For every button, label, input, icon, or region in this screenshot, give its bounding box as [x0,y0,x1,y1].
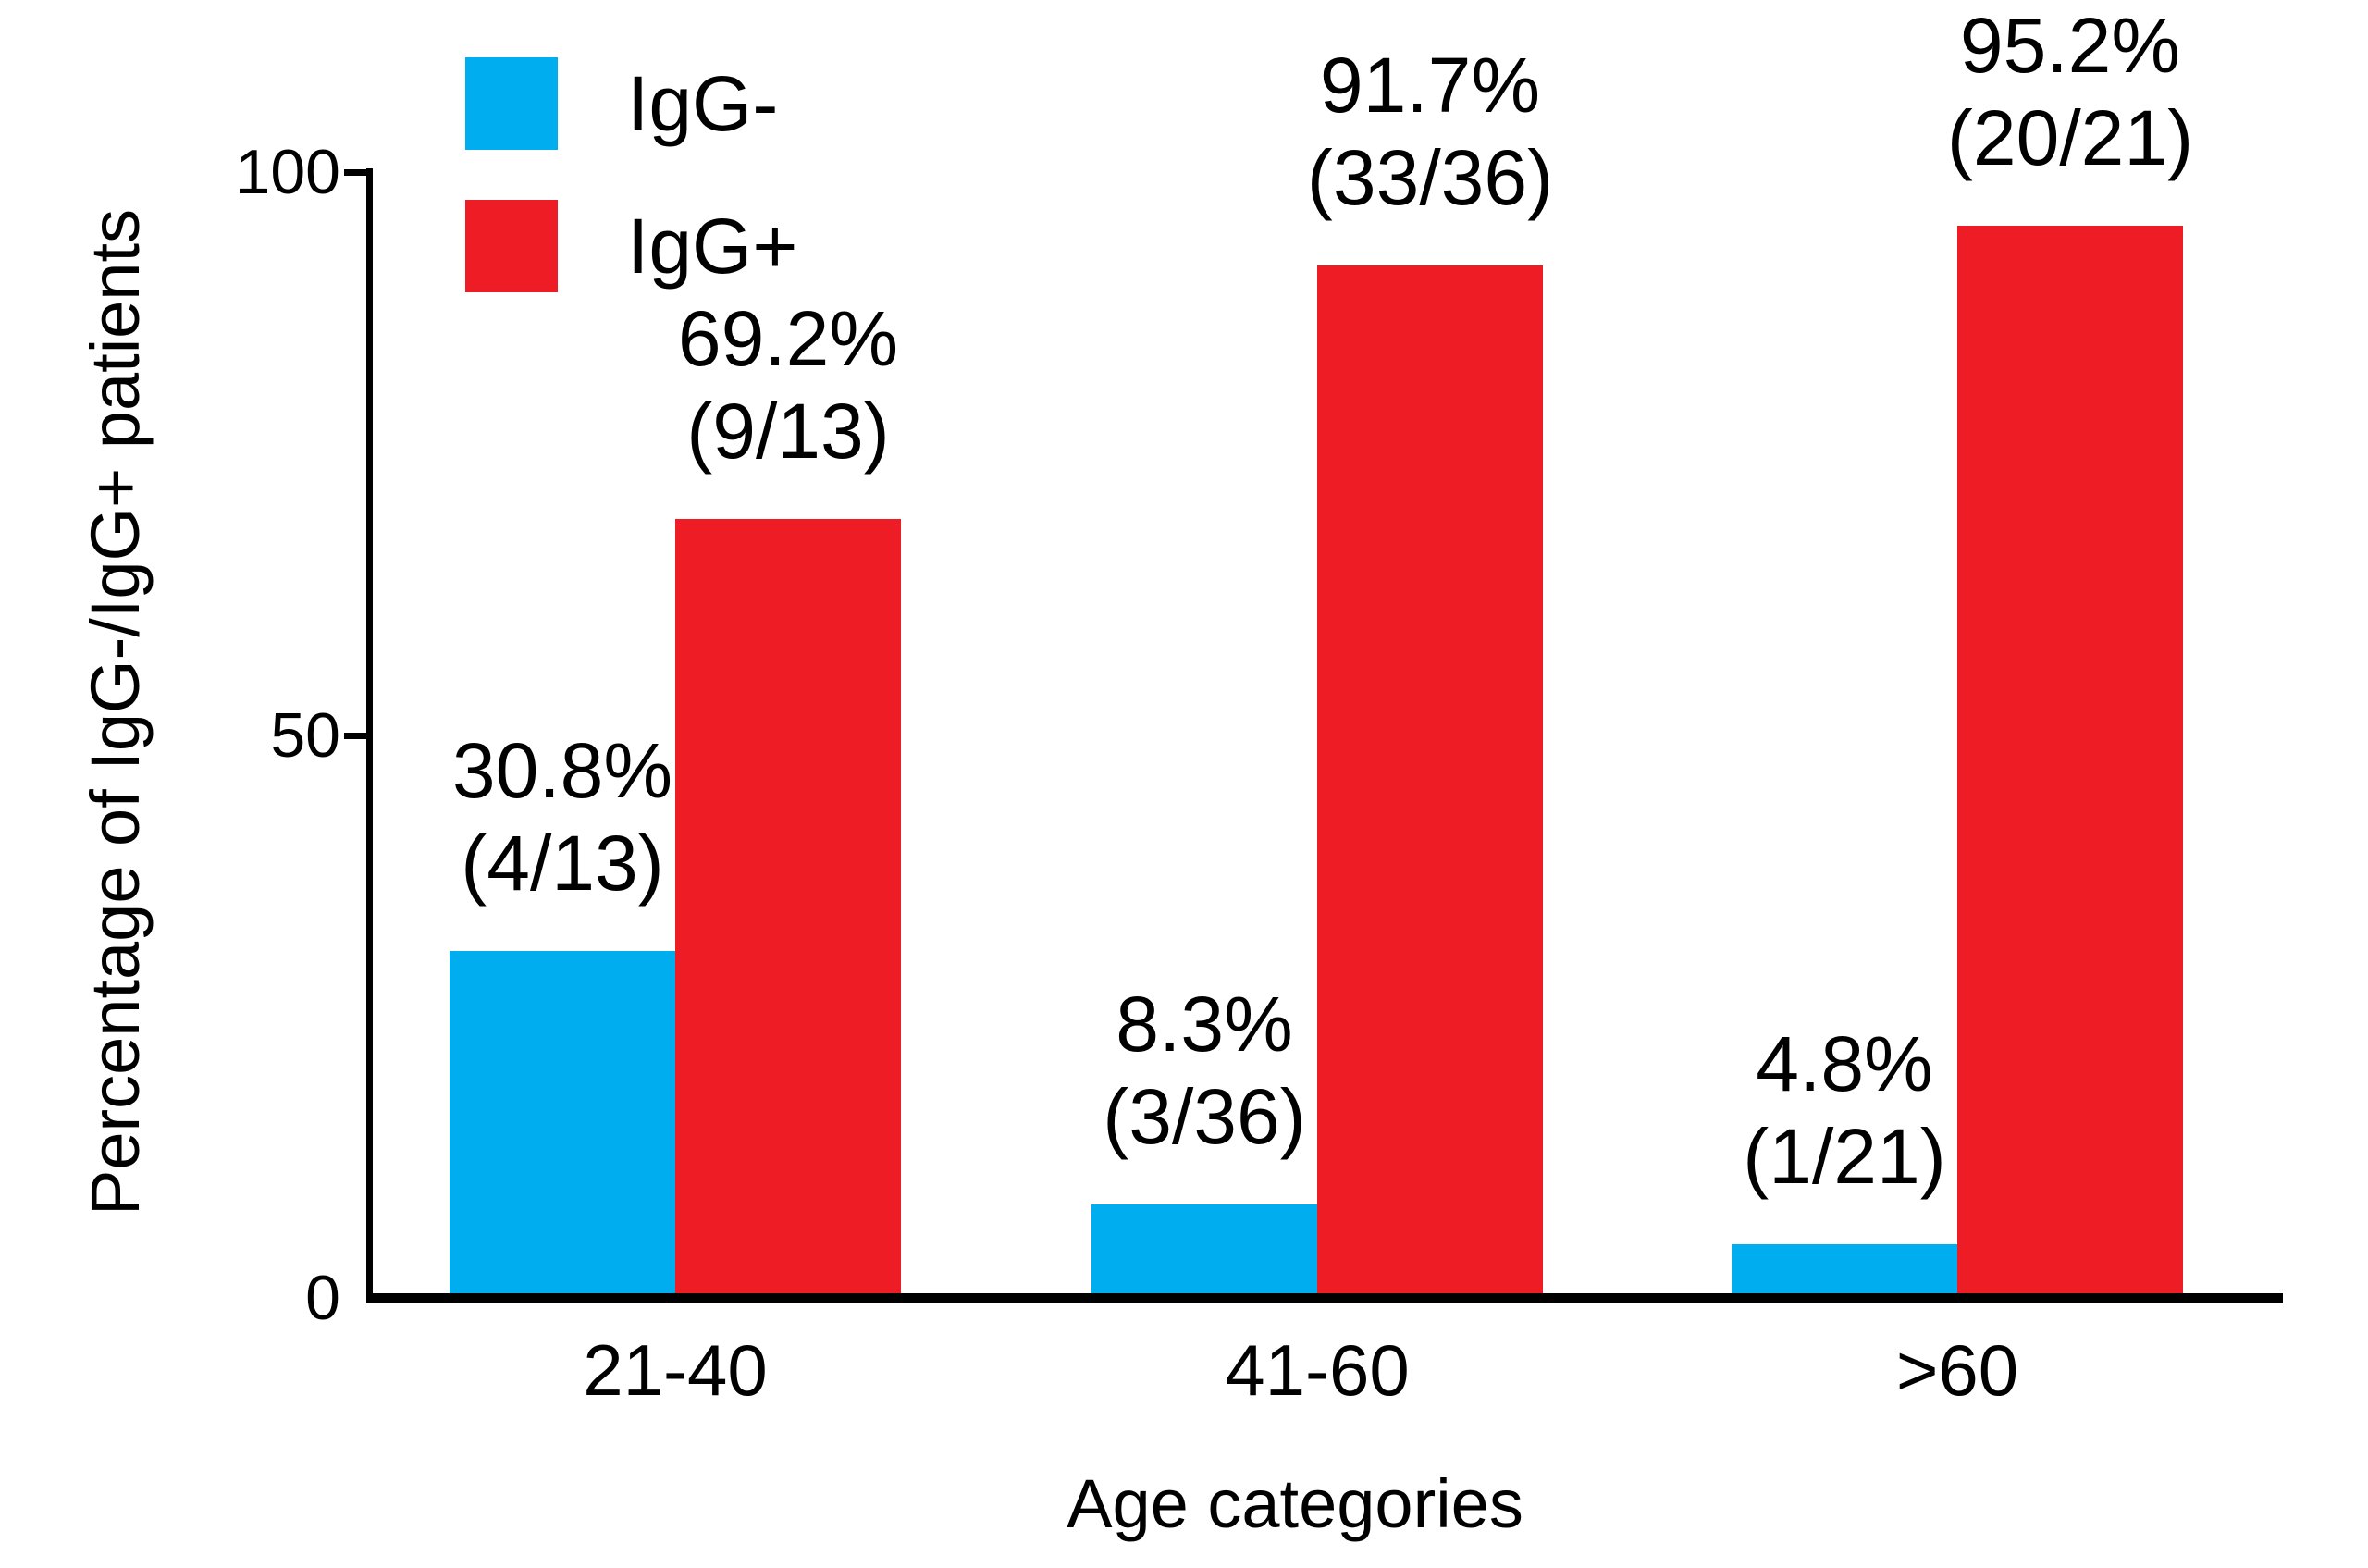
bar-igg-positive->60 [1957,226,2183,1302]
x-tick-label->60: >60 [1895,1329,2019,1411]
annotation-count-label: (1/21) [1743,1113,1946,1200]
annotation-percent-label: 95.2% [1959,2,2181,89]
y-tick-mark-100 [344,169,368,176]
y-axis-line [366,168,373,1300]
bar-igg-negative-21-40 [450,951,675,1302]
annotation-count-label: (33/36) [1306,134,1554,221]
bar-igg-positive-41-60 [1317,265,1543,1302]
y-tick-label-100: 100 [235,137,340,207]
legend-swatch-igg-positive [465,200,558,292]
x-axis-line [366,1293,2283,1303]
x-tick-label-41-60: 41-60 [1225,1329,1410,1411]
legend-label-igg-positive: IgG+ [627,203,798,290]
annotation-igg-positive-21-40: 69.2% (9/13) [501,292,1075,477]
annotation-count-label: (4/13) [461,820,664,907]
annotation-igg-positive-41-60: 91.7% (33/36) [1143,39,1717,224]
annotation-percent-label: 4.8% [1756,1020,1933,1107]
legend-label-igg-negative: IgG- [627,60,779,147]
y-tick-label-50: 50 [270,700,340,771]
bar-igg-negative-41-60 [1092,1204,1317,1302]
x-tick-label-21-40: 21-40 [583,1329,768,1411]
y-tick-label-0: 0 [305,1263,340,1333]
annotation-igg-negative->60: 4.8% (1/21) [1558,1018,2131,1203]
legend-swatch-igg-negative [465,57,558,150]
annotation-igg-positive->60: 95.2% (20/21) [1783,0,2357,184]
annotation-igg-negative-41-60: 8.3% (3/36) [918,978,1491,1163]
x-axis-title: Age categories [1067,1465,1523,1542]
annotation-percent-label: 69.2% [677,295,899,382]
annotation-percent-label: 30.8% [451,727,673,814]
y-tick-mark-50 [344,733,368,739]
annotation-igg-negative-21-40: 30.8% (4/13) [276,724,849,909]
annotation-count-label: (9/13) [686,388,890,475]
annotation-count-label: (3/36) [1103,1073,1306,1160]
annotation-count-label: (20/21) [1946,94,2194,181]
bar-igg-positive-21-40 [675,519,901,1302]
annotation-percent-label: 91.7% [1319,42,1541,129]
bar-igg-negative->60 [1732,1244,1957,1302]
annotation-percent-label: 8.3% [1116,981,1293,1068]
